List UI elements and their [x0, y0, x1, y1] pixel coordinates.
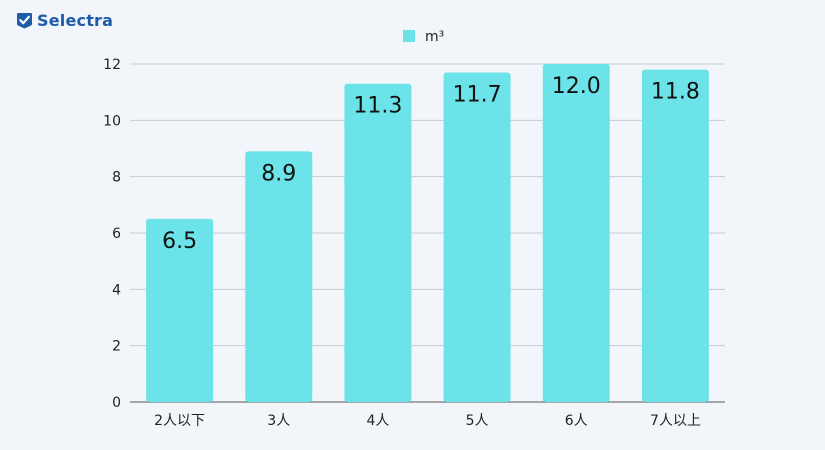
y-axis: 0 2 4 6 8 10 12 — [103, 57, 121, 411]
y-tick-label: 0 — [112, 395, 121, 411]
data-label: 6.5 — [162, 229, 197, 254]
y-tick-label: 8 — [112, 170, 121, 186]
data-label: 8.9 — [261, 161, 296, 186]
bar — [641, 69, 709, 402]
x-tick-label: 4人 — [366, 413, 389, 429]
y-tick-label: 12 — [103, 57, 121, 73]
bar — [443, 72, 511, 402]
y-tick-label: 10 — [103, 113, 121, 129]
x-tick-label: 3人 — [267, 413, 290, 429]
y-tick-label: 4 — [112, 282, 121, 298]
data-label: 12.0 — [552, 74, 601, 99]
bar — [344, 83, 412, 402]
data-label: 11.7 — [453, 82, 502, 107]
legend-swatch — [403, 30, 415, 42]
legend-label: m³ — [425, 29, 444, 45]
bar-series — [146, 64, 709, 402]
chart-grid — [130, 63, 725, 403]
data-label: 11.8 — [651, 80, 700, 105]
y-tick-label: 2 — [112, 339, 121, 355]
check-shield-icon — [17, 13, 32, 29]
bar — [542, 64, 610, 402]
x-tick-label: 5人 — [466, 413, 489, 429]
y-tick-label: 6 — [112, 226, 121, 242]
bar — [245, 151, 313, 402]
brand-name: Selectra — [37, 11, 114, 30]
x-tick-label: 2人以下 — [154, 413, 205, 429]
x-axis: 2人以下 3人 4人 5人 6人 7人以上 — [154, 413, 701, 429]
brand-logo: Selectra — [16, 11, 113, 30]
bar — [146, 218, 214, 402]
data-label: 11.3 — [353, 94, 402, 119]
data-labels: 6.5 8.9 11.3 11.7 12.0 11.8 — [162, 74, 700, 254]
chart-legend: m³ — [403, 29, 444, 45]
x-tick-label: 7人以上 — [650, 413, 701, 429]
x-tick-label: 6人 — [565, 413, 588, 429]
